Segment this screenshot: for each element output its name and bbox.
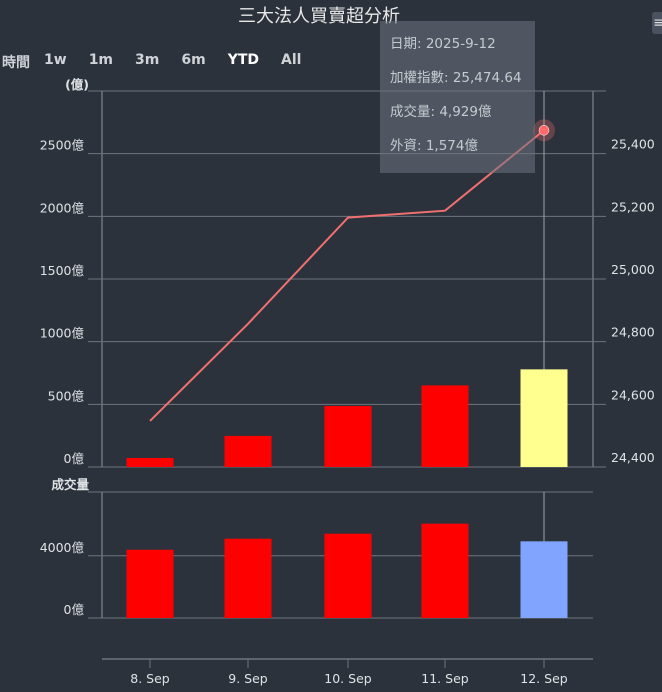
hover-point — [538, 125, 550, 136]
right-axis-tick: 24,800 — [611, 325, 655, 340]
chart-title: 三大法人買賣超分析 — [238, 6, 400, 27]
range-1m-button[interactable]: 1m — [88, 52, 114, 68]
bar-foreign — [224, 435, 272, 467]
bar-volume — [520, 541, 568, 618]
tooltip: 日期: 2025-9-12 加權指數: 25,474.64 成交量: 4,929… — [380, 21, 535, 173]
volume-axis-tick: 4000億 — [40, 540, 85, 555]
range-1w-button[interactable]: 1w — [44, 52, 67, 68]
x-axis-tick: 8. Sep — [130, 671, 170, 686]
bar-volume — [324, 533, 372, 618]
right-axis-tick: 24,400 — [611, 450, 655, 465]
x-axis-tick: 10. Sep — [324, 671, 371, 686]
x-axis-tick: 12. Sep — [520, 671, 567, 686]
range-ytd-button[interactable]: YTD — [227, 52, 260, 68]
left-axis-title: (億) — [65, 77, 89, 92]
hamburger-icon[interactable]: ≡ — [652, 12, 662, 34]
x-axis-tick: 9. Sep — [228, 671, 268, 686]
left-axis-tick: 0億 — [64, 451, 85, 466]
range-label: 時間 — [2, 55, 30, 71]
tooltip-index: 加權指數: 25,474.64 — [390, 70, 522, 86]
left-axis-tick: 2500億 — [40, 138, 85, 153]
x-axis-tick: 11. Sep — [421, 671, 468, 686]
right-axis-tick: 25,200 — [611, 199, 655, 214]
tooltip-foreign: 外資: 1,574億 — [390, 138, 478, 154]
left-axis-tick: 2000億 — [40, 200, 85, 215]
left-axis-tick: 500億 — [48, 388, 85, 403]
right-axis-tick: 25,000 — [611, 262, 655, 277]
bar-foreign — [126, 457, 174, 467]
bar-volume — [421, 523, 469, 618]
volume-axis-title: 成交量 — [51, 477, 89, 492]
bar-foreign — [421, 385, 469, 467]
volume-axis-tick: 0億 — [64, 602, 85, 617]
right-axis-tick: 24,600 — [611, 387, 655, 402]
bar-foreign — [324, 405, 372, 467]
tooltip-date: 日期: 2025-9-12 — [390, 36, 496, 52]
left-axis-tick: 1000億 — [40, 326, 85, 341]
right-axis-tick: 25,400 — [611, 137, 655, 152]
range-6m-button[interactable]: 6m — [181, 52, 206, 68]
bar-volume — [126, 549, 174, 618]
left-axis-tick: 1500億 — [40, 263, 85, 278]
range-all-button[interactable]: All — [281, 52, 302, 68]
index-line — [149, 129, 545, 422]
tooltip-volume: 成交量: 4,929億 — [390, 104, 492, 120]
range-selector: 時間 1w 1m 3m 6m YTD All — [2, 52, 323, 72]
bar-foreign — [520, 369, 568, 467]
range-3m-button[interactable]: 3m — [135, 52, 160, 68]
bar-volume — [224, 538, 272, 618]
